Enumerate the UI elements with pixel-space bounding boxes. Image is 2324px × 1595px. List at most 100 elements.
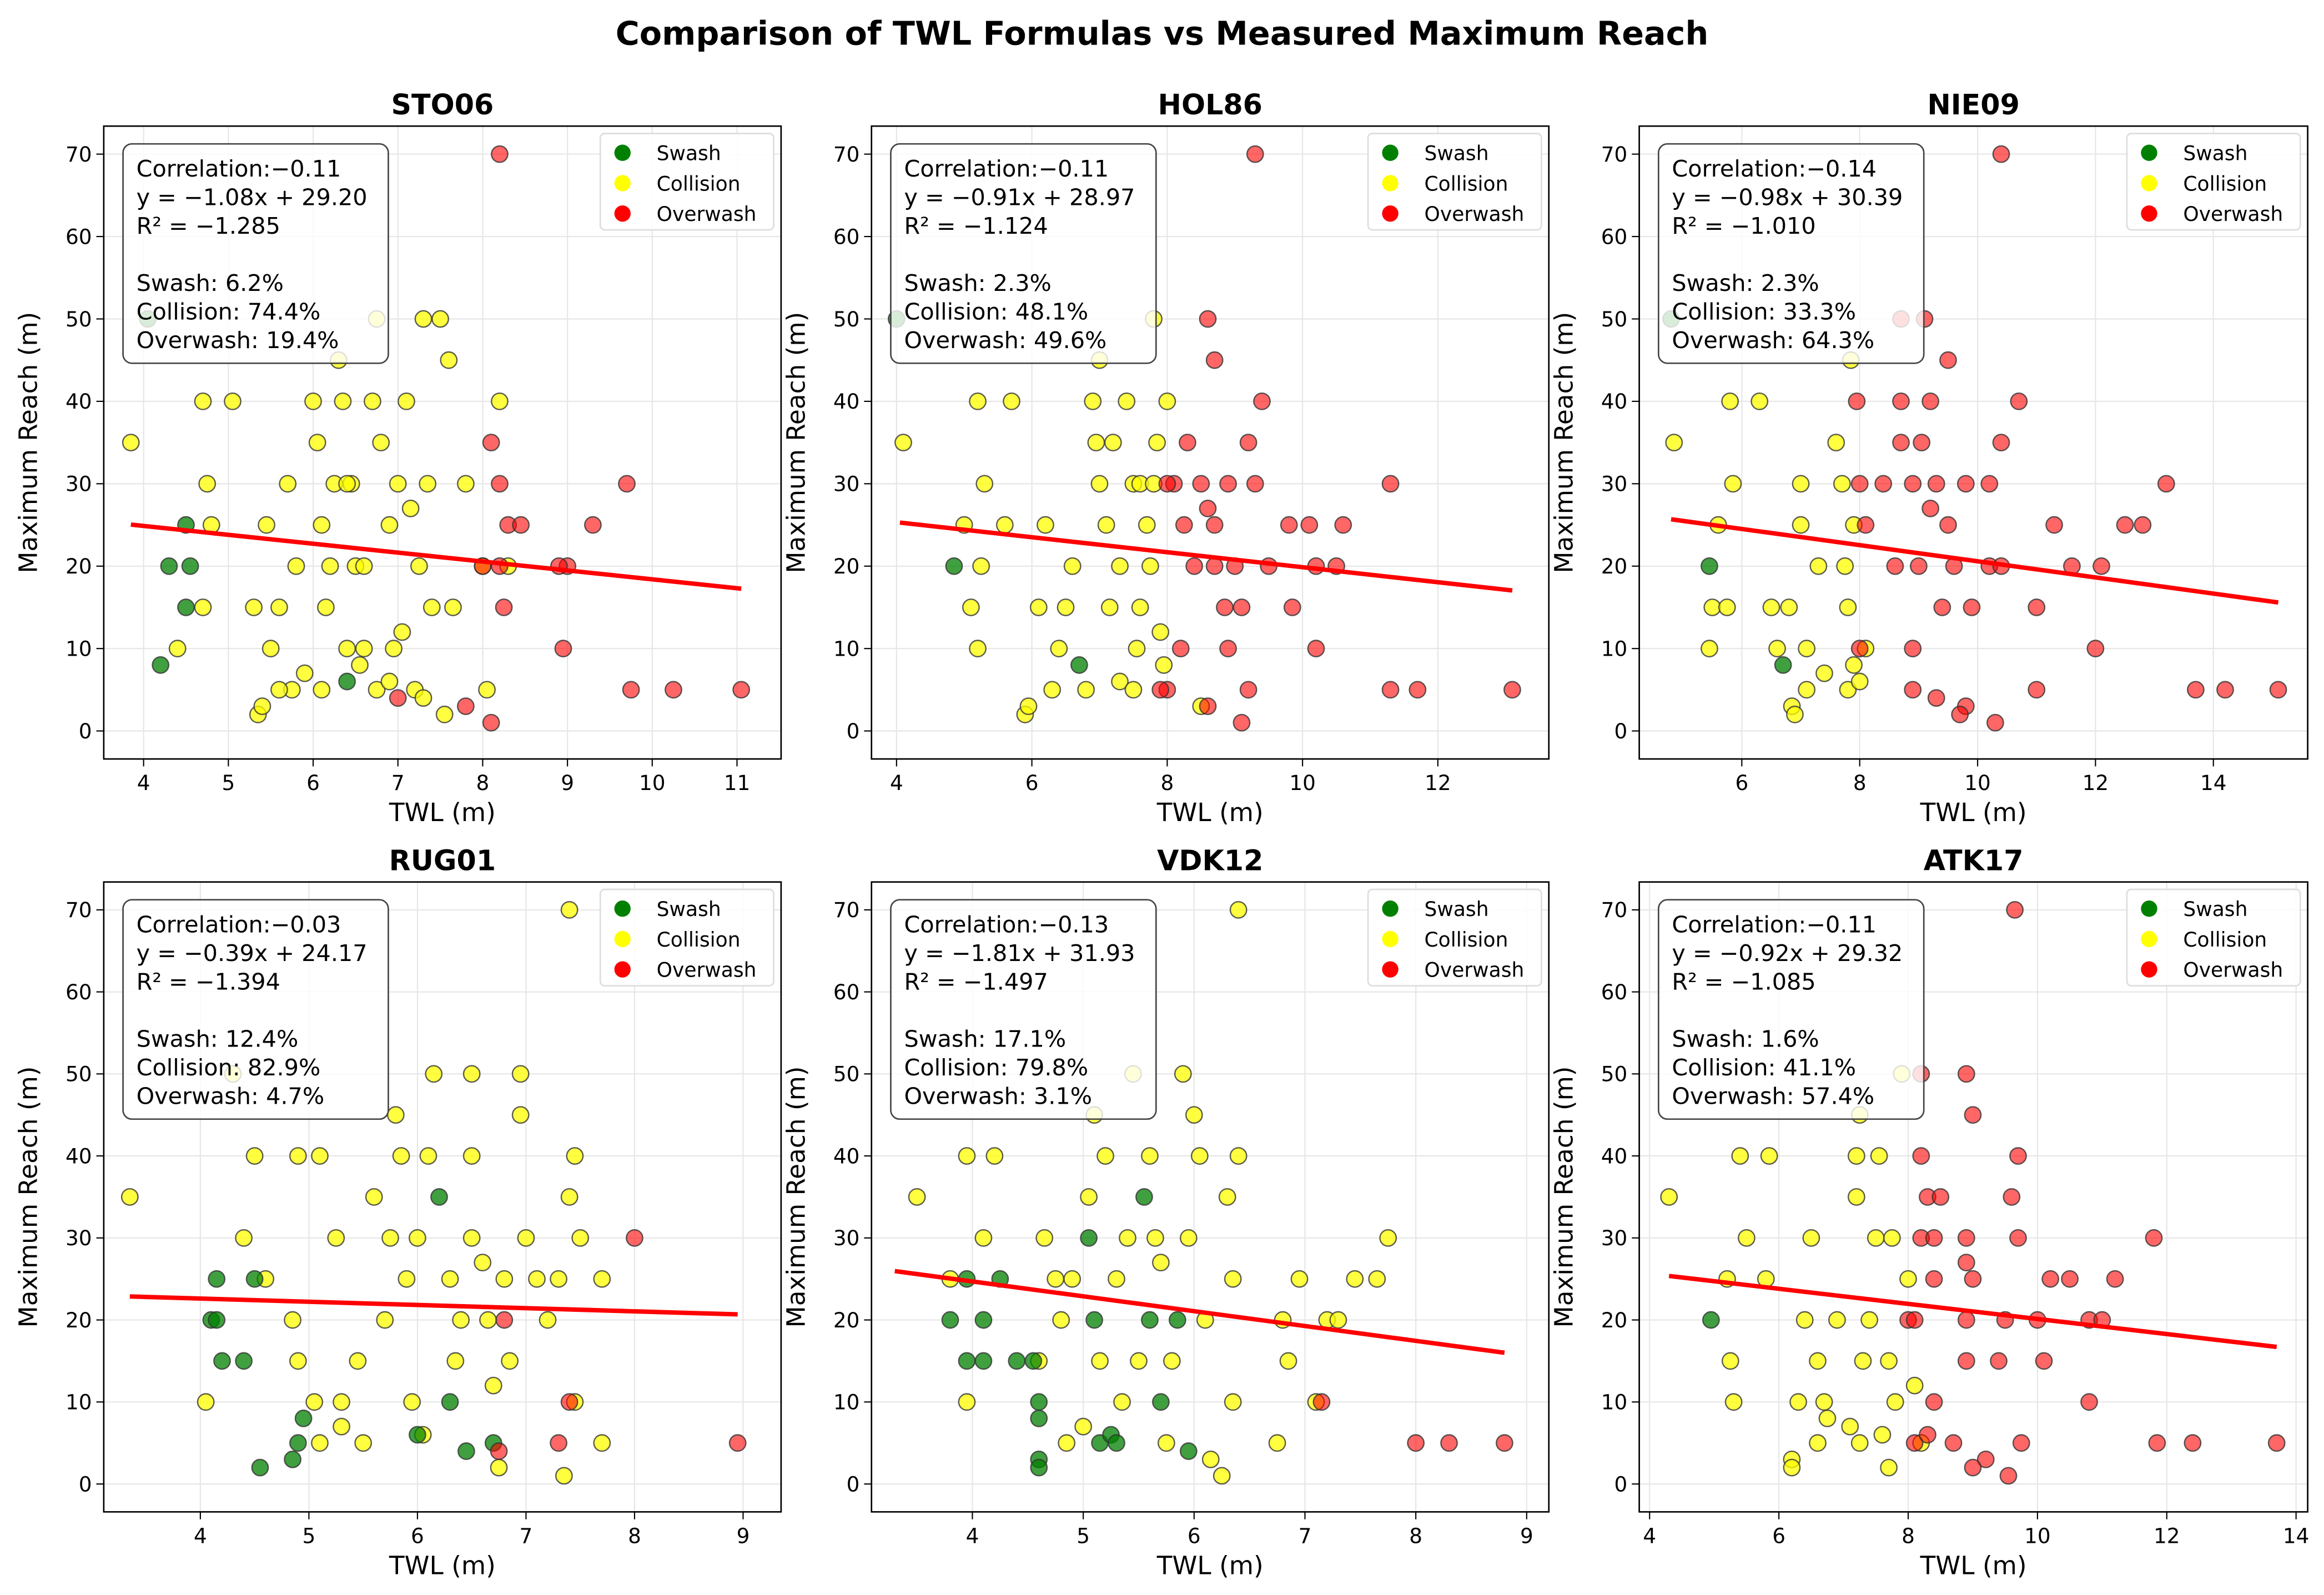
- x-tick-label: 8: [628, 1523, 641, 1548]
- collision-point: [401, 499, 420, 517]
- overwash-point: [491, 475, 509, 493]
- overwash-point: [2041, 1270, 2060, 1288]
- collision-point: [972, 557, 990, 575]
- collision-point: [1201, 1450, 1220, 1468]
- overwash-point: [560, 1393, 579, 1411]
- y-tick-label: 30: [66, 472, 92, 496]
- collision-point: [380, 672, 399, 691]
- collision-point: [958, 1393, 976, 1411]
- collision-point: [431, 310, 449, 328]
- collision-point: [364, 393, 381, 410]
- collision-point: [1104, 434, 1122, 452]
- y-tick-label: 10: [1601, 1390, 1628, 1415]
- x-tick-label: 12: [1425, 771, 1451, 795]
- y-tick-label: 70: [1601, 898, 1628, 922]
- collision-point: [419, 1147, 437, 1165]
- collision-legend-marker: [2141, 930, 2157, 948]
- overwash-point: [490, 1442, 508, 1460]
- collision-point: [1047, 1270, 1065, 1288]
- collision-point: [1080, 1188, 1098, 1206]
- collision-point: [490, 1458, 508, 1477]
- y-tick-label: 40: [1601, 1144, 1628, 1168]
- stats-line: R² = −1.124: [904, 213, 1048, 239]
- overwash-point: [2003, 1188, 2021, 1206]
- collision-point: [414, 310, 432, 328]
- legend-label: Collision: [657, 173, 741, 195]
- y-axis-label: Maximum Reach (m): [1549, 312, 1578, 573]
- collision-point: [365, 1188, 383, 1206]
- y-tick-label: 10: [66, 637, 92, 661]
- legend-frame: [599, 888, 774, 987]
- collision-point: [1836, 557, 1854, 575]
- collision-point: [1029, 598, 1048, 616]
- collision-point: [1841, 1417, 1859, 1436]
- collision-point: [393, 623, 411, 641]
- collision-point: [1077, 681, 1095, 699]
- overwash-point: [1980, 475, 1999, 493]
- collision-point: [1724, 475, 1742, 493]
- collision-point: [1721, 393, 1739, 410]
- stats-line: R² = −1.085: [1672, 968, 1815, 995]
- legend-label: Overwash: [2183, 959, 2283, 982]
- y-tick-label: 0: [847, 719, 860, 743]
- overwash-point: [1850, 640, 1869, 658]
- collision-point: [1346, 1270, 1364, 1288]
- overwash-point: [2080, 1393, 2098, 1411]
- y-tick-label: 0: [847, 1472, 860, 1496]
- swash-point: [251, 1458, 269, 1477]
- legend-label: Collision: [1425, 929, 1508, 952]
- stats-line: Swash: 2.3%: [904, 270, 1051, 296]
- x-tick-label: 5: [1077, 1523, 1090, 1548]
- overwash-point: [1219, 475, 1237, 493]
- collision-point: [1108, 1270, 1125, 1288]
- collision-point: [1789, 1393, 1807, 1411]
- collision-point: [441, 1270, 459, 1288]
- x-tick-label: 8: [1902, 1523, 1915, 1548]
- overwash-point: [1503, 681, 1521, 699]
- y-tick-label: 60: [833, 224, 860, 249]
- collision-point: [1809, 1434, 1827, 1452]
- overwash-point: [665, 681, 682, 699]
- overwash-point: [1857, 516, 1875, 534]
- collision-point: [1724, 1393, 1743, 1411]
- overwash-point: [2216, 681, 2234, 699]
- y-tick-label: 30: [833, 472, 860, 496]
- overwash-point: [2061, 1270, 2079, 1288]
- collision-point: [398, 393, 415, 410]
- overwash-point: [2035, 1352, 2053, 1370]
- collision-point: [1833, 475, 1851, 493]
- subplot-atk17: 4 6 8 10 12 14 0 10 20 30 40 50 60 70 ATK17 TWL (m) Maxi…: [1549, 844, 2309, 1580]
- stats-line: Collision: 79.8%: [904, 1054, 1088, 1081]
- collision-point: [1063, 557, 1081, 575]
- legend-label: Swash: [1425, 898, 1489, 921]
- collision-point: [1379, 1229, 1397, 1247]
- collision-point: [355, 557, 373, 575]
- stats-line: y = −0.91x + 28.97: [904, 184, 1135, 210]
- overwash-point: [1409, 681, 1427, 699]
- stats-line: Correlation:−0.11: [904, 155, 1109, 182]
- x-axis-label: TWL (m): [389, 798, 496, 827]
- subplot-sto06: 4 5 6 7 8 9 10 11 0 10 20 30 40 50 60 70 STO06 TWL (m) Max…: [14, 88, 782, 827]
- overwash-point: [1199, 499, 1217, 517]
- collision-point: [478, 681, 496, 699]
- collision-point: [422, 598, 441, 616]
- collision-point: [258, 516, 275, 534]
- overwash-point: [1957, 1311, 1975, 1329]
- x-axis-label: TWL (m): [1920, 798, 2027, 827]
- swash-point: [289, 1434, 307, 1452]
- legend-label: Swash: [657, 898, 721, 921]
- axes-frame: [871, 881, 1550, 1513]
- y-axis-label: Maximum Reach (m): [14, 1066, 43, 1327]
- swash-point: [958, 1352, 976, 1370]
- stats-line: Correlation:−0.14: [1672, 155, 1877, 182]
- legend: Swash Collision Overwash: [1367, 133, 1542, 231]
- subplot-vdk12: 4 5 6 7 8 9 0 10 20 30 40 50 60 70 VDK12 TWL (m) Maximum…: [782, 844, 1550, 1580]
- overwash-point: [1233, 598, 1251, 616]
- y-tick-label: 40: [66, 1144, 92, 1168]
- collision-point: [1762, 598, 1780, 616]
- x-axis-label: TWL (m): [1156, 1551, 1264, 1580]
- swash-point: [213, 1352, 231, 1370]
- swash-point: [430, 1188, 448, 1206]
- figure-title: Comparison of TWL Formulas vs Measured M…: [616, 14, 1709, 52]
- y-tick-label: 10: [1601, 637, 1628, 661]
